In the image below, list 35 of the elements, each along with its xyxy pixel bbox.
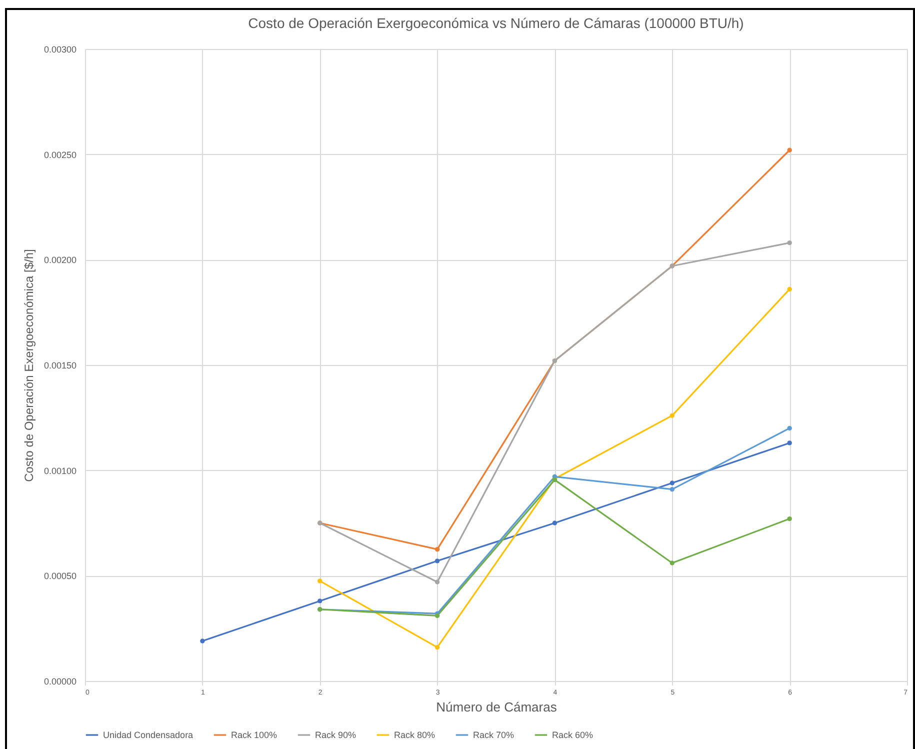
legend-label: Rack 100% — [231, 730, 278, 740]
point — [200, 638, 205, 644]
point — [670, 480, 674, 486]
point — [318, 598, 322, 604]
point — [552, 520, 558, 526]
point — [434, 613, 440, 618]
point — [318, 578, 322, 584]
legend-label: Unidad Condensadora — [103, 730, 194, 740]
point — [670, 486, 674, 492]
y-tick-label: 0.00000 — [44, 676, 76, 686]
point — [434, 580, 440, 584]
point — [787, 148, 792, 152]
legend-label: Rack 80% — [394, 730, 436, 740]
point — [787, 426, 792, 431]
point — [670, 413, 674, 418]
point — [434, 546, 440, 552]
point — [787, 286, 792, 292]
legend-label: Rack 90% — [315, 730, 356, 740]
y-axis-title: Costo de Operación Exergoeconómica [$/h] — [22, 249, 36, 482]
point — [434, 558, 440, 564]
chart-title: Costo de Operación Exergoeconómica vs Número de Cámaras (100000 BTU/h) — [248, 15, 744, 31]
y-tick-label: 0.00050 — [44, 571, 76, 582]
point — [787, 440, 792, 446]
y-tick-label: 0.00200 — [44, 255, 76, 266]
y-tick-label: 0.00250 — [44, 150, 76, 160]
legend-label: Rack 60% — [552, 730, 594, 740]
y-tick-label: 0.00100 — [44, 466, 76, 476]
legend-label: Rack 70% — [473, 730, 514, 740]
point — [787, 240, 792, 246]
y-tick-label: 0.00150 — [44, 360, 76, 370]
x-axis-title: Número de Cámaras — [436, 700, 558, 714]
y-tick-label: 0.00300 — [44, 44, 76, 54]
point — [787, 516, 792, 522]
point — [670, 560, 674, 566]
point — [434, 644, 440, 650]
